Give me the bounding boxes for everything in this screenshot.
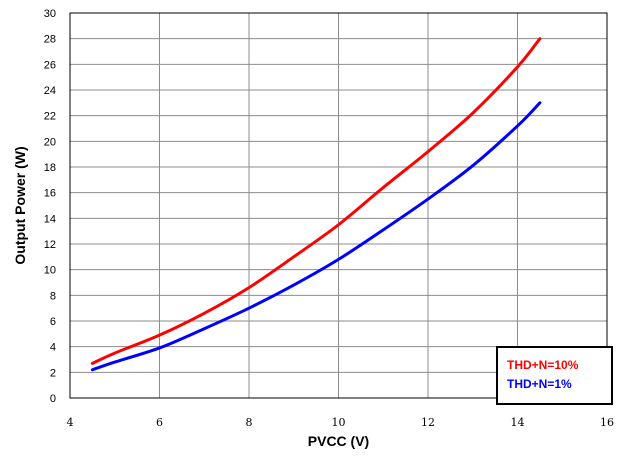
x-axis-title: PVCC (V) [308, 433, 369, 449]
legend-entry-thd-1: THD+N=1% [507, 377, 572, 391]
legend-entry-thd-10: THD+N=10% [507, 358, 579, 372]
series-line-thd-10 [90, 37, 542, 365]
y-tick-label: 6 [50, 316, 56, 328]
x-tick-label: 4 [67, 416, 74, 429]
y-tick-label: 0 [50, 393, 56, 405]
y-tick-label: 10 [44, 265, 56, 277]
y-tick-label: 30 [44, 8, 56, 20]
y-tick-label: 26 [44, 59, 56, 71]
x-tick-label: 6 [156, 416, 163, 429]
y-tick-label: 18 [44, 162, 56, 174]
y-tick-label: 22 [44, 111, 56, 123]
y-tick-label: 16 [44, 188, 56, 200]
y-axis-title: Output Power (W) [12, 146, 28, 264]
series-layer [90, 37, 542, 372]
y-tick-label: 12 [44, 239, 56, 251]
legend-box [496, 346, 613, 405]
y-tick-label: 14 [44, 213, 56, 225]
plot-frame [69, 12, 608, 399]
y-tick-label: 24 [44, 85, 56, 97]
x-tick-label: 10 [332, 416, 346, 429]
y-tick-label: 2 [50, 367, 56, 379]
x-tick-label: 14 [511, 416, 525, 429]
x-tick-label: 8 [246, 416, 253, 429]
y-tick-label: 20 [44, 136, 56, 148]
x-tick-label: 12 [421, 416, 435, 429]
y-tick-label: 4 [50, 342, 56, 354]
series-line-thd-1 [90, 101, 542, 372]
legend: THD+N=10% THD+N=1% [496, 346, 613, 405]
y-tick-label: 8 [50, 290, 56, 302]
y-tick-label: 28 [44, 34, 56, 46]
x-tick-label: 16 [600, 416, 614, 429]
x-tick-labels: 4 6 8 10 12 14 16 [67, 416, 615, 429]
